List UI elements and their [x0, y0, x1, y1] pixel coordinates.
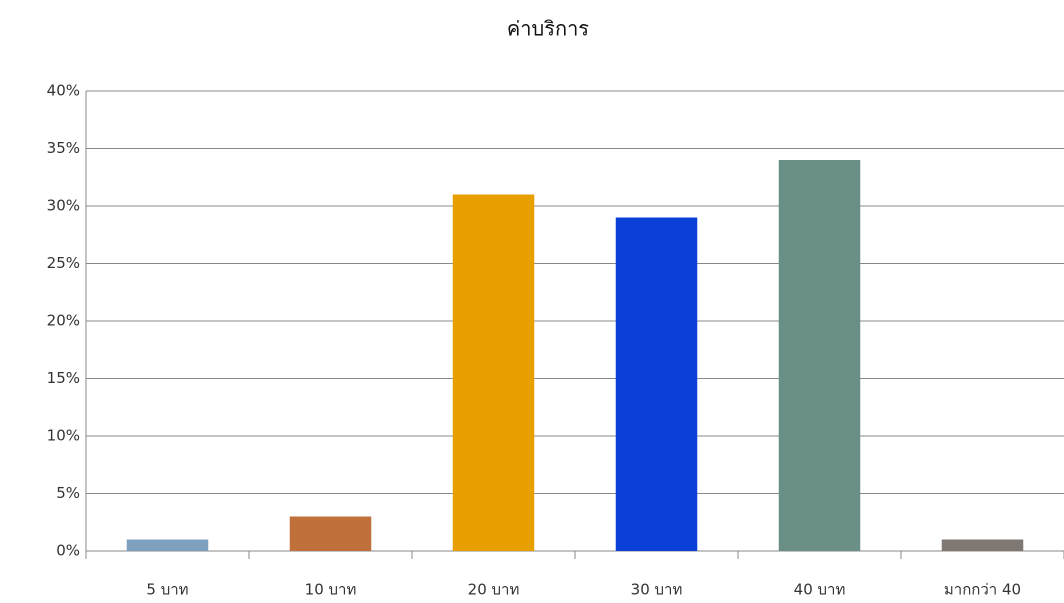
y-tick-label: 35% — [47, 139, 80, 157]
bar — [941, 539, 1024, 551]
x-tick-label: มากกว่า 40 — [944, 581, 1021, 599]
x-tick-label: 10 บาท — [305, 581, 357, 599]
y-tick-label: 10% — [47, 427, 80, 445]
x-tick-label: 40 บาท — [794, 581, 846, 599]
x-tick-label: 5 บาท — [146, 581, 188, 599]
y-tick-label: 0% — [56, 542, 80, 560]
bar — [615, 217, 698, 551]
y-tick-label: 30% — [47, 197, 80, 215]
x-tick-label: 20 บาท — [468, 581, 520, 599]
x-tick-label: 30 บาท — [631, 581, 683, 599]
y-tick-label: 40% — [47, 82, 80, 100]
y-tick-label: 5% — [56, 484, 80, 502]
bar — [289, 516, 372, 551]
y-tick-label: 25% — [47, 254, 80, 272]
y-tick-label: 20% — [47, 312, 80, 330]
bar — [452, 194, 535, 551]
chart-title: ค่าบริการ — [507, 17, 589, 41]
y-tick-label: 15% — [47, 369, 80, 387]
bar — [126, 539, 209, 551]
bar — [778, 160, 861, 551]
